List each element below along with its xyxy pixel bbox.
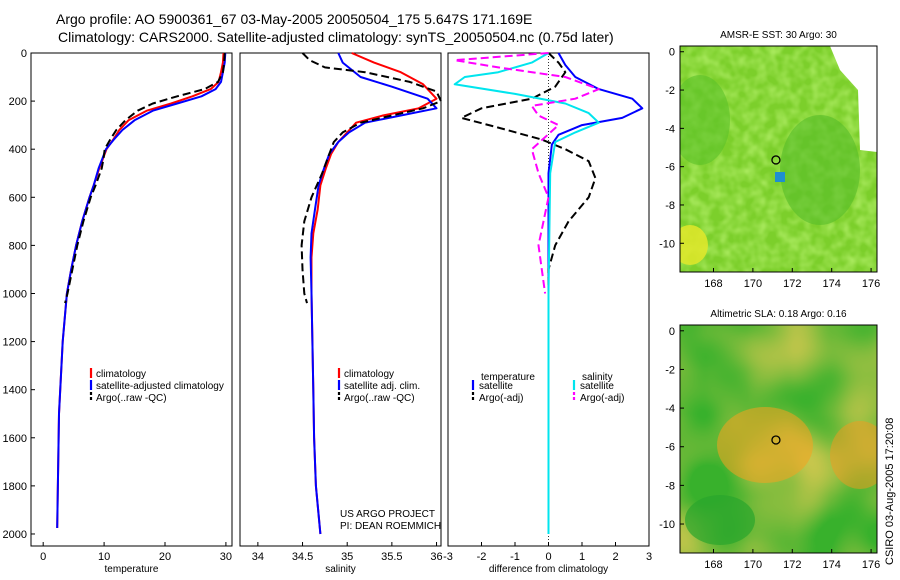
series-line-3	[300, 52, 442, 304]
y-tick-label: 0	[21, 48, 27, 60]
x-tick-label: 168	[704, 559, 722, 571]
project-credit: PI: DEAN ROEMMICH	[340, 521, 441, 532]
x-tick-label: -2	[477, 551, 487, 563]
temperature-profile-panel: 0 10 20 30 0 200 400 600 800 1000 1200 1400 1600 1800…	[3, 48, 233, 575]
y-tick-label: 1400	[3, 385, 27, 397]
x-tick-label: 35.5	[381, 551, 402, 563]
x-tick-label: 10	[98, 551, 110, 563]
argo-float-marker	[771, 435, 781, 445]
y-tick-label: -6	[665, 442, 675, 454]
y-tick-label: 600	[9, 192, 27, 204]
x-tick-label: 168	[704, 278, 722, 290]
x-axis-label: difference from climatology	[489, 564, 608, 575]
legend-title-temperature: temperature	[481, 372, 535, 383]
y-tick-label: 0	[669, 47, 675, 59]
y-tick-label: -8	[665, 480, 675, 492]
argo-float-marker	[771, 155, 781, 165]
x-tick-label: 34.5	[292, 551, 313, 563]
salinity-profile-panel: 34 34.5 35 35.5 36 salinity climatologysatelli…	[239, 52, 443, 575]
x-tick-label: 0	[40, 551, 46, 563]
y-tick-label: -4	[665, 403, 675, 415]
x-tick-label: 174	[823, 278, 841, 290]
y-tick-label: -2	[665, 85, 675, 97]
x-tick-label: 0	[545, 551, 551, 563]
legend-label: Argo(-adj)	[479, 393, 523, 404]
series-line-4	[453, 52, 600, 294]
x-tick-label: 34	[252, 551, 264, 563]
x-axis-label: salinity	[325, 564, 356, 575]
y-tick-label: 800	[9, 240, 27, 252]
map-title: Altimetric SLA: 0.18 Argo: 0.16	[710, 309, 847, 320]
y-tick-label: 0	[669, 326, 675, 338]
legend-title-salinity: salinity	[582, 372, 613, 383]
legend-label: satellite	[580, 381, 614, 392]
y-tick-label: 200	[9, 96, 27, 108]
map-frame	[679, 324, 878, 554]
legend-label: satellite-adjusted climatology	[96, 381, 224, 392]
y-tick-label: 1800	[3, 481, 27, 493]
legend-label: satellite adj. clim.	[344, 381, 420, 392]
series-line-3	[453, 52, 600, 534]
y-tick-label: 2000	[3, 529, 27, 541]
y-tick-label: 1000	[3, 288, 27, 300]
x-tick-label: 30	[220, 551, 232, 563]
sla-map-field	[680, 325, 877, 553]
project-credit: US ARGO PROJECT	[340, 509, 435, 520]
x-tick-label: 170	[744, 278, 762, 290]
x-axis-label: temperature	[105, 564, 159, 575]
x-tick-label: 35	[341, 551, 353, 563]
legend-label: satellite	[479, 381, 513, 392]
series-line-2	[460, 52, 597, 304]
difference-profile-panel: -3 -2 -1 0 1 2 3 difference from climatology tem…	[443, 52, 652, 575]
plot-frame	[30, 52, 233, 547]
x-tick-label: -3	[443, 551, 453, 563]
x-tick-label: -1	[510, 551, 520, 563]
x-tick-label: 172	[783, 559, 801, 571]
y-tick-label: -8	[665, 200, 675, 212]
series-line-3	[64, 52, 226, 304]
y-tick-label: -10	[659, 238, 675, 250]
sla-map-panel: Altimetric SLA: 0.18 Argo: 0.16 168 170 172…	[659, 309, 880, 571]
x-tick-label: 174	[823, 559, 841, 571]
figure-title-line2: Climatology: CARS2000. Satellite-adjuste…	[58, 29, 614, 45]
x-tick-label: 1	[579, 551, 585, 563]
x-tick-label: 170	[744, 559, 762, 571]
map-frame	[679, 45, 878, 273]
legend-label: climatology	[96, 369, 146, 380]
x-tick-label: 20	[159, 551, 171, 563]
map-title: AMSR-E SST: 30 Argo: 30	[720, 30, 837, 41]
y-tick-label: 1600	[3, 433, 27, 445]
plot-frame	[239, 52, 442, 547]
y-tick-label: -2	[665, 364, 675, 376]
legend-label: Argo(..raw -QC)	[344, 393, 415, 404]
x-tick-label: 36	[430, 551, 442, 563]
x-tick-label: 176	[862, 278, 880, 290]
x-tick-label: 2	[612, 551, 618, 563]
x-tick-label: 172	[783, 278, 801, 290]
legend-label: Argo(-adj)	[580, 393, 624, 404]
legend-label: Argo(..raw -QC)	[96, 393, 167, 404]
x-tick-label: 176	[862, 559, 880, 571]
y-tick-label: -6	[665, 162, 675, 174]
y-tick-label: -10	[659, 519, 675, 531]
y-tick-label: 1200	[3, 337, 27, 349]
sst-map-panel: AMSR-E SST: 30 Argo: 30 168 170 172 174 176 0 -…	[659, 30, 880, 290]
legend-label: climatology	[344, 369, 394, 380]
y-tick-label: 400	[9, 144, 27, 156]
x-tick-label: 3	[646, 551, 652, 563]
figure-title-line1: Argo profile: AO 5900361_67 03-May-2005 …	[56, 11, 533, 27]
y-tick-label: -4	[665, 123, 675, 135]
sst-map-field	[680, 46, 877, 272]
